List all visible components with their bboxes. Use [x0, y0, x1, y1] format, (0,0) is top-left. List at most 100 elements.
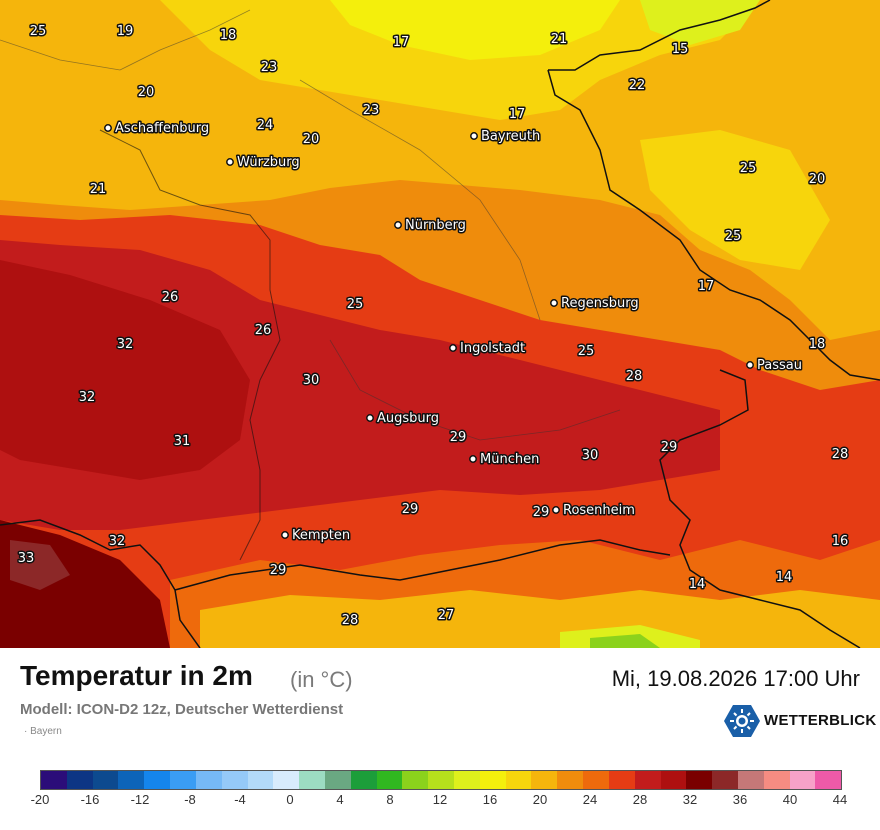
forecast-datetime: Mi, 19.08.2026 17:00 Uhr: [611, 666, 860, 691]
legend-swatch: [634, 771, 661, 789]
temperature-value: 19: [117, 24, 134, 39]
temperature-value: 25: [725, 229, 742, 244]
legend-swatch: [299, 771, 325, 789]
temperature-value: 32: [109, 534, 126, 549]
weather-logo-icon: [724, 705, 760, 737]
legend-tick: -4: [234, 792, 246, 807]
temperature-value: 28: [342, 613, 359, 628]
legend-tick: -12: [130, 792, 150, 807]
city-label: Aschaffenburg: [115, 121, 209, 136]
city-würzburg: Würzburg: [226, 154, 301, 172]
legend-swatch: [92, 771, 119, 789]
temperature-map: Aschaffenburg Würzburg Bayreuth Nürnberg Reg…: [0, 0, 880, 648]
warm-zone-east: [800, 0, 880, 210]
mild-zone-north: [160, 0, 760, 120]
city-dot: [746, 361, 754, 369]
legend-tick: 32: [682, 792, 698, 807]
temperature-value: 29: [450, 430, 467, 445]
legend-swatch: [324, 771, 351, 789]
city-label: Ingolstadt: [460, 341, 525, 356]
legend-swatch: [195, 771, 222, 789]
city-kempten: Kempten: [281, 527, 352, 545]
legend-tick: -16: [80, 792, 100, 807]
temperature-value: 23: [261, 60, 278, 75]
legend-tick: 16: [482, 792, 498, 807]
alpine-peak-zone: [590, 634, 660, 648]
mild-zone-east: [640, 130, 830, 270]
state-border-south-west: [0, 519, 201, 648]
city-dot: [226, 158, 234, 166]
city-label: Rosenheim: [563, 503, 635, 518]
legend-swatch: [815, 771, 842, 789]
legend-swatch: [41, 771, 67, 789]
temperature-value: 20: [138, 85, 155, 100]
temperature-value: 25: [347, 297, 364, 312]
temperature-value: 20: [303, 132, 320, 147]
temperature-value: 18: [220, 28, 237, 43]
city-markers: Aschaffenburg Würzburg Bayreuth Nürnberg Reg…: [104, 120, 803, 545]
city-ingolstadt: Ingolstadt: [449, 340, 527, 358]
legend-swatch: [170, 771, 196, 789]
city-dot: [366, 414, 374, 422]
city-dot: [394, 221, 402, 229]
temperature-value: 25: [578, 344, 595, 359]
map-footer: Temperatur in 2m (in °C) Mi, 19.08.2026 …: [0, 648, 880, 830]
legend-swatch: [608, 771, 635, 789]
legend-swatch: [376, 771, 403, 789]
legend-swatch: [479, 771, 506, 789]
city-dot: [469, 455, 477, 463]
legend-tick: 24: [582, 792, 598, 807]
map-title: Temperatur in 2m: [20, 660, 253, 691]
map-unit: (in °C): [290, 667, 353, 692]
temperature-value: 17: [393, 35, 410, 50]
temperature-value: 21: [551, 32, 568, 47]
legend-swatch: [531, 771, 558, 789]
temperature-value: 33: [18, 551, 35, 566]
temperature-value: 32: [79, 390, 96, 405]
legend-swatch: [557, 771, 584, 789]
state-border-south-east: [659, 369, 861, 648]
city-label: Passau: [757, 358, 802, 373]
hottest-zone-west: [0, 260, 250, 480]
temperature-value: 32: [117, 337, 134, 352]
temperature-value: 23: [363, 103, 380, 118]
temperature-value: 28: [832, 447, 849, 462]
city-label: Kempten: [292, 528, 350, 543]
legend-swatch: [712, 771, 738, 789]
extreme-core-sw: [10, 540, 70, 590]
temperature-value: 26: [255, 323, 272, 338]
city-dot: [449, 344, 457, 352]
legend-swatch: [221, 771, 248, 789]
legend-swatch: [402, 771, 429, 789]
temperature-value: 30: [303, 373, 320, 388]
legend-swatch: [66, 771, 93, 789]
temperature-value: 17: [698, 279, 715, 294]
legend-tick: 20: [532, 792, 548, 807]
city-augsburg: Augsburg: [366, 410, 441, 428]
temperature-value: 31: [174, 434, 191, 449]
legend-tick: 40: [782, 792, 798, 807]
temperature-value: 18: [809, 337, 826, 352]
temperature-value: 27: [438, 608, 455, 623]
temperature-value: 29: [661, 440, 678, 455]
district-border-3: [329, 339, 621, 441]
temperature-value: 17: [509, 107, 526, 122]
region-label: · Bayern: [24, 726, 62, 737]
temperature-value: 30: [582, 448, 599, 463]
color-legend: [40, 770, 842, 790]
state-border-north: [548, 0, 771, 71]
legend-swatch: [583, 771, 609, 789]
legend-tick: 12: [432, 792, 448, 807]
temperature-value: 15: [672, 42, 689, 57]
warm-zone-north: [0, 0, 880, 340]
temperature-value: 22: [629, 78, 646, 93]
legend-swatch: [660, 771, 687, 789]
city-label: Regensburg: [561, 296, 639, 311]
city-dot: [104, 124, 112, 132]
city-bayreuth: Bayreuth: [470, 128, 542, 146]
temperature-value: 25: [30, 24, 47, 39]
temperature-value: 16: [832, 534, 849, 549]
legend-swatch: [789, 771, 816, 789]
legend-tick: 44: [832, 792, 848, 807]
legend-swatch: [118, 771, 145, 789]
